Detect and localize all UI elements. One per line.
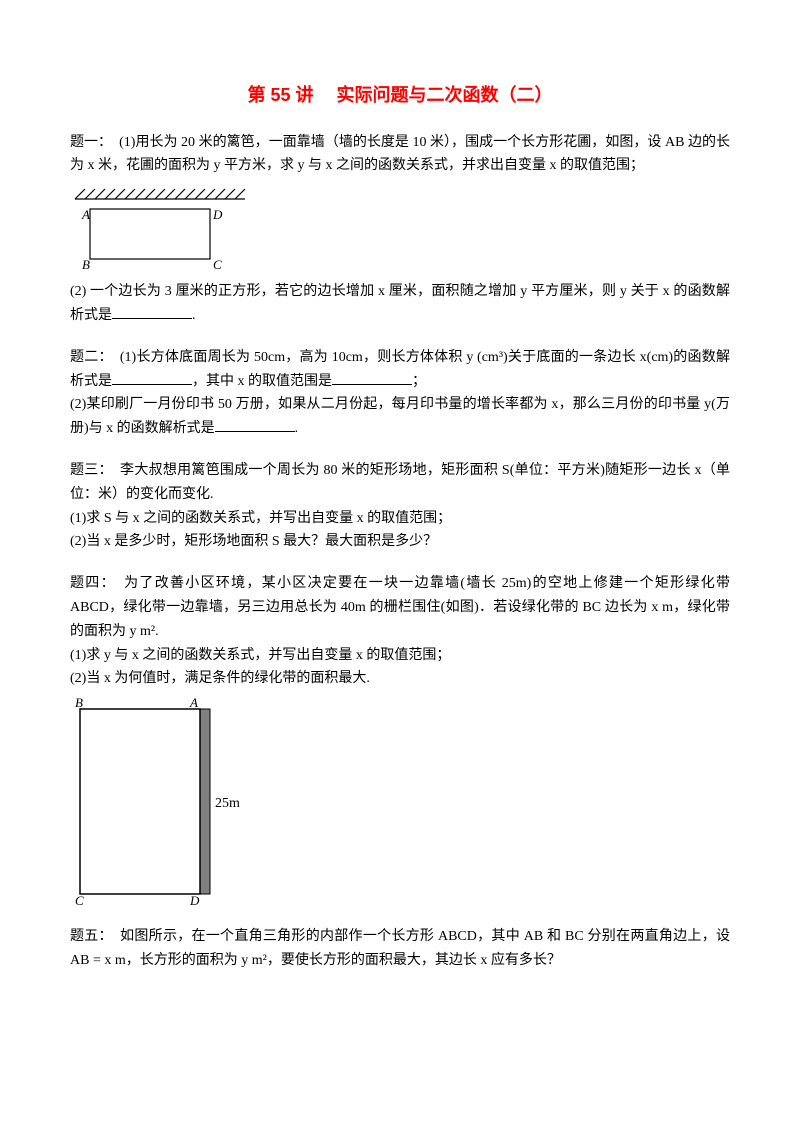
p2-text-2a: (2)某印刷厂一月份印书 50 万册，如果从二月份起，每月印书量的增长率都为 x…: [70, 397, 730, 436]
problem-5: 题五： 如图所示，在一个直角三角形的内部作一个长方形 ABCD，其中 AB 和 …: [70, 925, 730, 973]
p1-text-2b: .: [192, 308, 196, 323]
fig4-svg: B A C D 25m: [70, 697, 270, 907]
problem-2: 题二： (1)长方体底面周长为 50cm，高为 10cm，则长方体体积 y (c…: [70, 346, 730, 441]
problem-4: 题四： 为了改善小区环境，某小区决定要在一块一边靠墙(墙长 25m)的空地上修建…: [70, 572, 730, 907]
p5-line1: 题五： 如图所示，在一个直角三角形的内部作一个长方形 ABCD，其中 AB 和 …: [70, 925, 730, 973]
blank-2: [112, 371, 192, 385]
problem-3: 题三： 李大叔想用篱笆围成一个周长为 80 米的矩形场地，矩形面积 S(单位：平…: [70, 459, 730, 554]
blank-1: [112, 305, 192, 319]
fig1-label-B: B: [82, 257, 90, 272]
figure-1: A B C D: [70, 184, 730, 274]
p2-text-2b: .: [295, 421, 299, 436]
blank-4: [215, 418, 295, 432]
fig1-label-D: D: [212, 207, 223, 222]
fig4-label-B: B: [75, 697, 83, 710]
p4-line2: (1)求 y 与 x 之间的函数关系式，并写出自变量 x 的取值范围；: [70, 644, 730, 668]
fig1-svg: A B C D: [70, 184, 250, 274]
page-title: 第 55 讲 实际问题与二次函数（二）: [70, 80, 730, 111]
fig4-label-C: C: [75, 893, 84, 907]
fig4-wall-label: 25m: [215, 796, 240, 811]
problem-1: 题一： (1)用长为 20 米的篱笆，一面靠墙（墙的长度是 10 米），围成一个…: [70, 131, 730, 328]
fig1-label-A: A: [81, 207, 90, 222]
p3-line1: 题三： 李大叔想用篱笆围成一个周长为 80 米的矩形场地，矩形面积 S(单位：平…: [70, 459, 730, 507]
p2-text-1c: ；: [412, 374, 426, 389]
p3-line2: (1)求 S 与 x 之间的函数关系式，并写出自变量 x 的取值范围；: [70, 507, 730, 531]
fig4-label-A: A: [189, 697, 198, 710]
fig4-label-D: D: [189, 893, 200, 907]
figure-4: B A C D 25m: [70, 697, 730, 907]
blank-3: [332, 371, 412, 385]
p2-text-1b: ，其中 x 的取值范围是: [192, 374, 332, 389]
p4-line1: 题四： 为了改善小区环境，某小区决定要在一块一边靠墙(墙长 25m)的空地上修建…: [70, 572, 730, 643]
p4-line3: (2)当 x 为何值时，满足条件的绿化带的面积最大.: [70, 667, 730, 691]
fig1-label-C: C: [213, 257, 222, 272]
p3-line3: (2)当 x 是多少时，矩形场地面积 S 最大？最大面积是多少？: [70, 530, 730, 554]
p1-text-1a: 题一： (1)用长为 20 米的篱笆，一面靠墙（墙的长度是 10 米），围成一个…: [70, 135, 661, 150]
